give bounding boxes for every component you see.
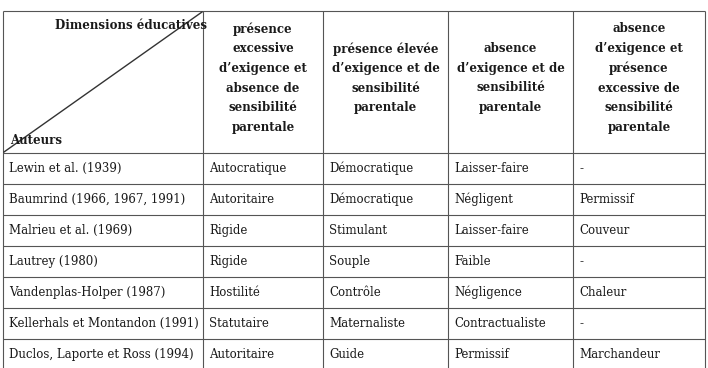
Text: Marchandeur: Marchandeur [579,348,660,361]
Text: Contractualiste: Contractualiste [454,317,546,330]
Text: Duclos, Laporte et Ross (1994): Duclos, Laporte et Ross (1994) [9,348,193,361]
Text: Négligent: Négligent [454,193,513,206]
Text: -: - [579,317,583,330]
Text: Chaleur: Chaleur [579,286,627,299]
Text: Auteurs: Auteurs [10,134,62,147]
Text: Laisser-faire: Laisser-faire [454,162,529,175]
Text: Permissif: Permissif [454,348,509,361]
Text: -: - [579,162,583,175]
Text: Lautrey (1980): Lautrey (1980) [9,255,98,268]
Text: Rigide: Rigide [209,255,247,268]
Text: Autoritaire: Autoritaire [209,348,274,361]
Text: Hostilité: Hostilité [209,286,260,299]
Text: absence
d’exigence et de
sensibilité
parentale: absence d’exigence et de sensibilité par… [457,42,564,114]
Text: Baumrind (1966, 1967, 1991): Baumrind (1966, 1967, 1991) [9,193,185,206]
Text: Malrieu et al. (1969): Malrieu et al. (1969) [9,224,132,237]
Text: Permissif: Permissif [579,193,634,206]
Text: Guide: Guide [329,348,364,361]
Text: présence
excessive
d’exigence et
absence de
sensibilité
parentale: présence excessive d’exigence et absence… [219,22,307,134]
Text: Démocratique: Démocratique [329,193,413,206]
Text: Dimensions éducatives: Dimensions éducatives [55,19,207,32]
Text: Stimulant: Stimulant [329,224,387,237]
Text: Laisser-faire: Laisser-faire [454,224,529,237]
Text: Démocratique: Démocratique [329,162,413,175]
Text: Contrôle: Contrôle [329,286,381,299]
Text: Rigide: Rigide [209,224,247,237]
Text: Négligence: Négligence [454,286,522,299]
Text: Vandenplas-Holper (1987): Vandenplas-Holper (1987) [9,286,166,299]
Text: Kellerhals et Montandon (1991): Kellerhals et Montandon (1991) [9,317,199,330]
Text: Maternaliste: Maternaliste [329,317,405,330]
Text: absence
d’exigence et
présence
excessive de
sensibilité
parentale: absence d’exigence et présence excessive… [595,22,683,134]
Text: Statutaire: Statutaire [209,317,269,330]
Text: Autoritaire: Autoritaire [209,193,274,206]
Text: Souple: Souple [329,255,370,268]
Text: -: - [579,255,583,268]
Text: Faible: Faible [454,255,491,268]
Text: Couveur: Couveur [579,224,629,237]
Text: Lewin et al. (1939): Lewin et al. (1939) [9,162,122,175]
Text: Autocratique: Autocratique [209,162,286,175]
Text: présence élevée
d’exigence et de
sensibilité
parentale: présence élevée d’exigence et de sensibi… [331,42,440,114]
